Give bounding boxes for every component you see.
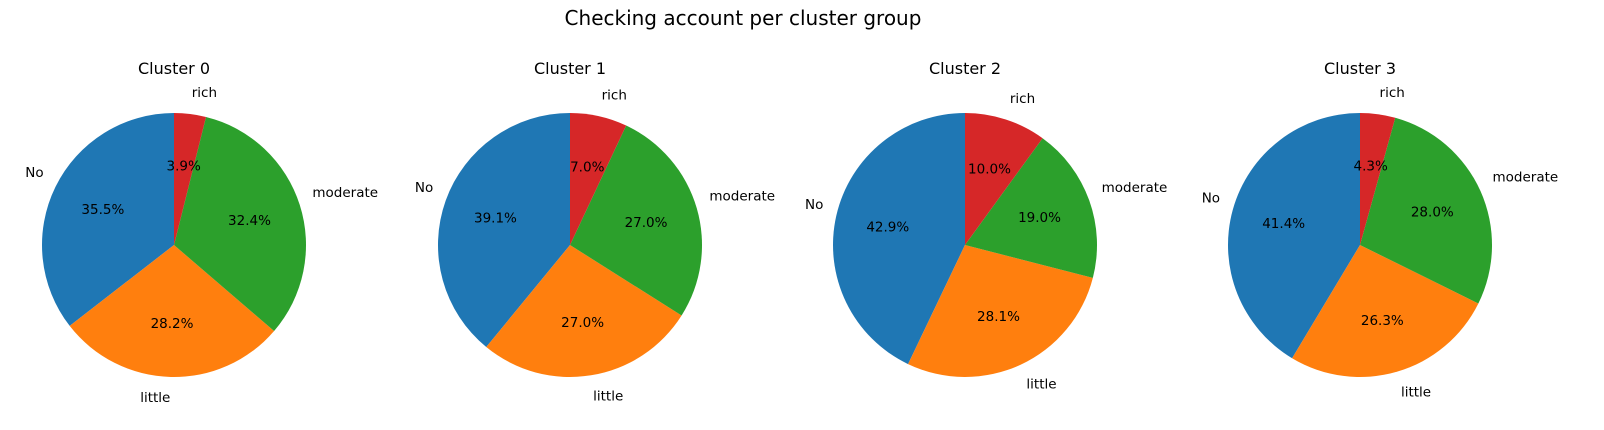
slice-label: little	[140, 390, 170, 406]
slice-label: No	[415, 180, 433, 196]
slice-percent-label: 28.0%	[1411, 205, 1454, 221]
slice-percent-label: 42.9%	[866, 219, 909, 235]
figure-title: Checking account per cluster group	[565, 6, 922, 30]
pie-chart-cluster-2: Cluster 2 No 42.9% little 28.1% moderate 19.0…	[805, 59, 1167, 393]
pie-slice-no	[437, 113, 570, 348]
slice-percent-label: 32.4%	[228, 213, 271, 229]
slice-label: moderate	[312, 185, 378, 201]
chart-title: Cluster 0	[138, 59, 210, 78]
slice-label: moderate	[1102, 180, 1168, 196]
slice-percent-label: 35.5%	[81, 202, 124, 218]
pie-slice-moderate	[965, 138, 1097, 278]
chart-title: Cluster 1	[534, 59, 606, 78]
slice-label: No	[1202, 190, 1220, 206]
pie-chart-cluster-0: Cluster 0 No 35.5% little 28.2% moderate 32.4…	[25, 59, 378, 406]
slice-label: rich	[602, 87, 627, 103]
slice-percent-label: 26.3%	[1361, 313, 1404, 329]
slice-label: little	[1026, 377, 1056, 393]
pie-slice-no	[833, 113, 965, 365]
pie-chart-cluster-3: Cluster 3 No 41.4% little 26.3% moderate 28.0…	[1202, 59, 1559, 400]
pie-slice-little	[908, 245, 1093, 377]
slice-label: moderate	[1493, 170, 1559, 186]
slice-label: little	[1401, 384, 1431, 400]
slice-percent-label: 41.4%	[1262, 216, 1305, 232]
slice-label: No	[25, 165, 43, 181]
pie-slice-moderate	[174, 116, 306, 332]
slice-percent-label: 3.9%	[167, 158, 201, 174]
slice-percent-label: 19.0%	[1018, 210, 1061, 226]
slice-percent-label: 7.0%	[570, 160, 604, 176]
pie-slice-no	[42, 113, 174, 326]
pie-slice-rich	[965, 113, 1043, 245]
slice-label: No	[805, 197, 823, 213]
pie-slice-moderate	[1360, 117, 1493, 304]
slice-label: moderate	[709, 188, 775, 204]
slice-percent-label: 28.2%	[151, 316, 194, 332]
slice-percent-label: 28.1%	[977, 309, 1020, 325]
chart-title: Cluster 2	[929, 59, 1001, 78]
slice-percent-label: 27.0%	[561, 315, 604, 331]
pie-slice-rich	[174, 113, 207, 245]
slice-percent-label: 39.1%	[474, 210, 517, 226]
slice-label: rich	[1380, 85, 1405, 101]
slice-percent-label: 27.0%	[625, 215, 668, 231]
pie-slice-rich	[570, 113, 627, 245]
pie-slice-moderate	[570, 125, 702, 316]
pie-slice-little	[486, 245, 682, 377]
pie-slice-little	[69, 245, 275, 377]
slice-percent-label: 4.3%	[1354, 159, 1388, 175]
slice-label: rich	[1010, 91, 1035, 107]
slice-label: rich	[192, 85, 217, 101]
pie-chart-cluster-1: Cluster 1 No 39.1% little 27.0% moderate 27.0…	[415, 59, 775, 404]
slice-percent-label: 10.0%	[968, 162, 1011, 178]
pie-slice-little	[1292, 245, 1479, 377]
slice-label: little	[593, 388, 623, 404]
pie-slice-rich	[1360, 113, 1396, 245]
chart-title: Cluster 3	[1324, 59, 1396, 78]
pie-slice-no	[1228, 113, 1360, 359]
